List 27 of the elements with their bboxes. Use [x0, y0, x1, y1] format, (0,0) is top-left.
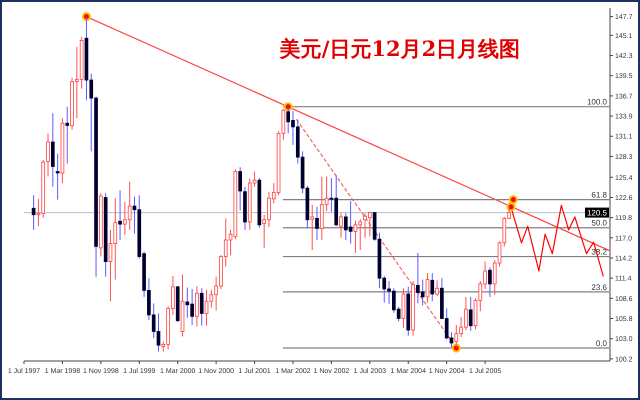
candlestick: [238, 166, 242, 211]
candlestick: [118, 190, 122, 240]
candlestick: [426, 272, 430, 304]
point: [452, 344, 461, 353]
candlestick: [200, 288, 204, 326]
series-label: 23.6: [591, 282, 608, 292]
candlestick: [488, 266, 492, 298]
candlestick: [56, 153, 60, 200]
text: 美元/日元12月2日月线图: [278, 36, 520, 61]
candlestick: [195, 286, 199, 327]
ref-line-label: 120.5: [586, 208, 608, 218]
candlestick: [310, 204, 314, 251]
series-label: 0.0: [596, 339, 608, 348]
candlestick: [46, 132, 50, 178]
candlestick: [65, 106, 70, 164]
candlestick: [468, 296, 473, 332]
candlestick: [430, 272, 434, 302]
candlestick: [315, 206, 319, 240]
series-label: 100.0: [586, 98, 608, 107]
series-label: 61.8: [591, 190, 608, 200]
point: [82, 12, 91, 22]
candlestick: [435, 280, 439, 297]
point: [508, 195, 518, 204]
candlestick: [32, 194, 36, 230]
candlestick: [339, 212, 343, 238]
point: [284, 102, 293, 112]
series-label: 50.0: [591, 218, 608, 228]
